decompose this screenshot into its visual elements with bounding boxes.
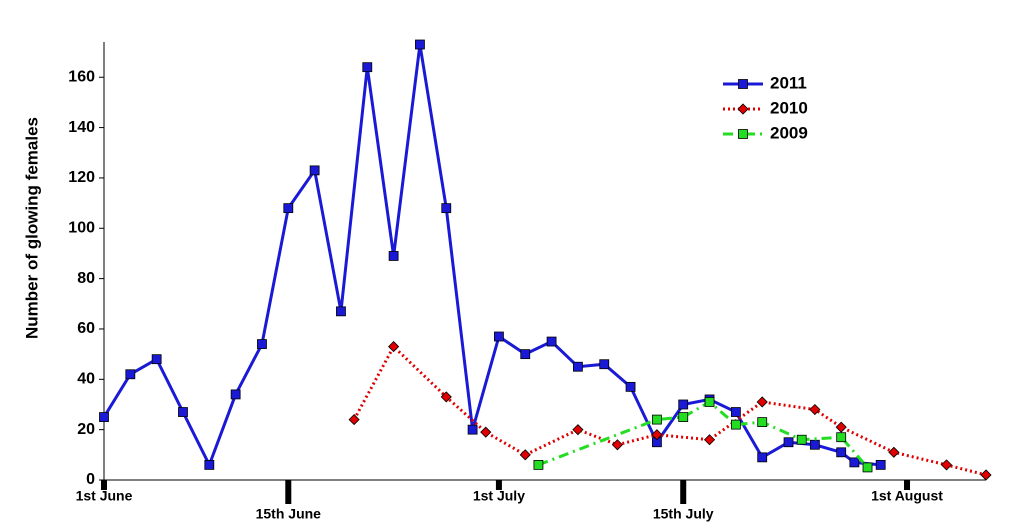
point xyxy=(151,354,162,365)
point xyxy=(678,399,689,410)
legend-marker xyxy=(737,103,749,115)
point xyxy=(257,339,267,349)
point xyxy=(809,403,821,416)
point xyxy=(494,331,504,342)
legend-label: 2011 xyxy=(770,73,807,92)
legend-marker xyxy=(738,129,748,139)
point xyxy=(520,349,531,360)
point xyxy=(625,381,636,392)
y-tick-label: 80 xyxy=(77,270,95,287)
point xyxy=(204,459,215,470)
point xyxy=(99,412,109,422)
point xyxy=(441,203,452,214)
point xyxy=(336,306,346,317)
point xyxy=(519,449,531,461)
point xyxy=(480,426,492,438)
point xyxy=(283,203,294,214)
x-tick xyxy=(495,480,502,490)
point xyxy=(611,439,623,451)
point xyxy=(940,459,953,471)
point xyxy=(651,429,663,441)
point xyxy=(730,407,741,417)
x-tick-label: 1st July xyxy=(473,488,525,504)
legend-marker xyxy=(738,79,748,89)
y-axis-label: Number of glowing females xyxy=(22,117,41,339)
point xyxy=(756,396,768,408)
x-tick xyxy=(680,480,687,504)
y-tick-label: 20 xyxy=(77,421,95,438)
point xyxy=(704,397,715,407)
x-tick xyxy=(101,480,107,490)
point xyxy=(875,459,886,470)
y-tick-label: 40 xyxy=(77,371,95,388)
y-tick-label: 160 xyxy=(68,68,95,85)
legend-label: 2009 xyxy=(770,123,808,142)
x-tick-label: 1st August xyxy=(871,488,943,504)
y-tick-label: 140 xyxy=(68,119,95,136)
point xyxy=(178,407,188,417)
point xyxy=(849,457,860,468)
y-tick-label: 120 xyxy=(68,169,95,186)
point xyxy=(125,369,136,380)
point xyxy=(980,469,992,481)
series-line xyxy=(537,400,869,469)
point xyxy=(533,459,544,470)
point xyxy=(836,447,847,458)
point xyxy=(388,341,400,353)
point xyxy=(809,439,820,450)
x-tick xyxy=(285,480,292,504)
point xyxy=(573,361,583,372)
point xyxy=(796,434,807,445)
point xyxy=(835,421,847,433)
point xyxy=(888,446,900,458)
point xyxy=(230,389,241,400)
point xyxy=(836,432,847,443)
point xyxy=(309,165,320,176)
point xyxy=(599,359,610,370)
x-tick-label: 1st June xyxy=(76,488,133,504)
y-tick-label: 100 xyxy=(68,219,95,236)
point xyxy=(651,414,662,425)
series-line xyxy=(352,344,987,477)
point xyxy=(415,39,425,50)
point xyxy=(730,419,741,430)
point xyxy=(388,251,399,261)
point xyxy=(757,417,768,428)
x-tick xyxy=(904,480,911,490)
point xyxy=(440,391,452,403)
legend-label: 2010 xyxy=(770,98,808,117)
point xyxy=(703,434,716,446)
x-tick-label: 15th July xyxy=(653,506,714,522)
point xyxy=(862,462,873,473)
point xyxy=(348,414,360,426)
point xyxy=(572,424,584,436)
y-tick-label: 0 xyxy=(86,471,95,488)
point xyxy=(362,62,373,73)
x-tick-label: 15th June xyxy=(256,506,322,522)
point xyxy=(783,437,794,448)
point xyxy=(678,412,689,422)
point xyxy=(467,424,478,435)
point xyxy=(757,452,768,463)
y-tick-label: 60 xyxy=(77,320,95,337)
point xyxy=(546,336,557,347)
